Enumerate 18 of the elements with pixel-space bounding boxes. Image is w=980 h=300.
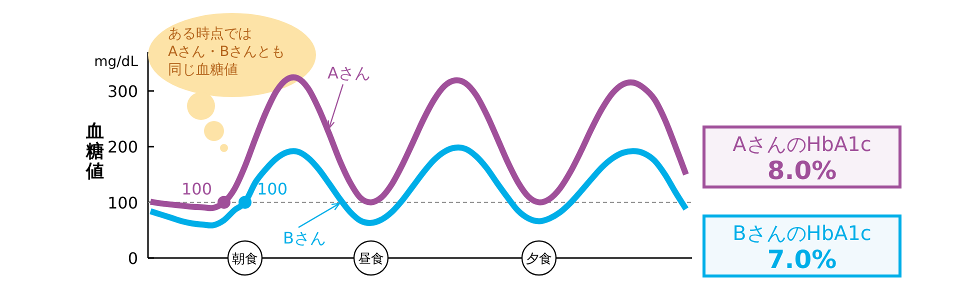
x-tick-label: 朝食 (232, 252, 258, 267)
data-label: 100 (181, 179, 212, 198)
y-tick-label: 100 (107, 193, 138, 212)
text: BさんのHbA1c 7.0% (732, 221, 872, 274)
y-tick-label: 0 (128, 249, 138, 268)
chart-subtitle: mg/dL (94, 54, 138, 70)
legend-label: Bさん (283, 228, 326, 248)
y-tick-label: 200 (107, 138, 138, 157)
text: AさんのHbA1c 8.0% (732, 132, 872, 185)
annotation: 同じ血糖値 (168, 62, 238, 78)
x-tick-label: 夕食 (526, 252, 552, 267)
annotation: Aさん・Bさんとも (168, 44, 286, 60)
data-label: 100 (257, 179, 288, 198)
text: ある時点では (168, 26, 252, 42)
x-tick-label: 昼食 (358, 252, 384, 267)
y-axis-title: 血糖値 (85, 121, 104, 182)
series-label: Aさん (328, 63, 370, 82)
y-tick-label: 300 (107, 82, 138, 101)
